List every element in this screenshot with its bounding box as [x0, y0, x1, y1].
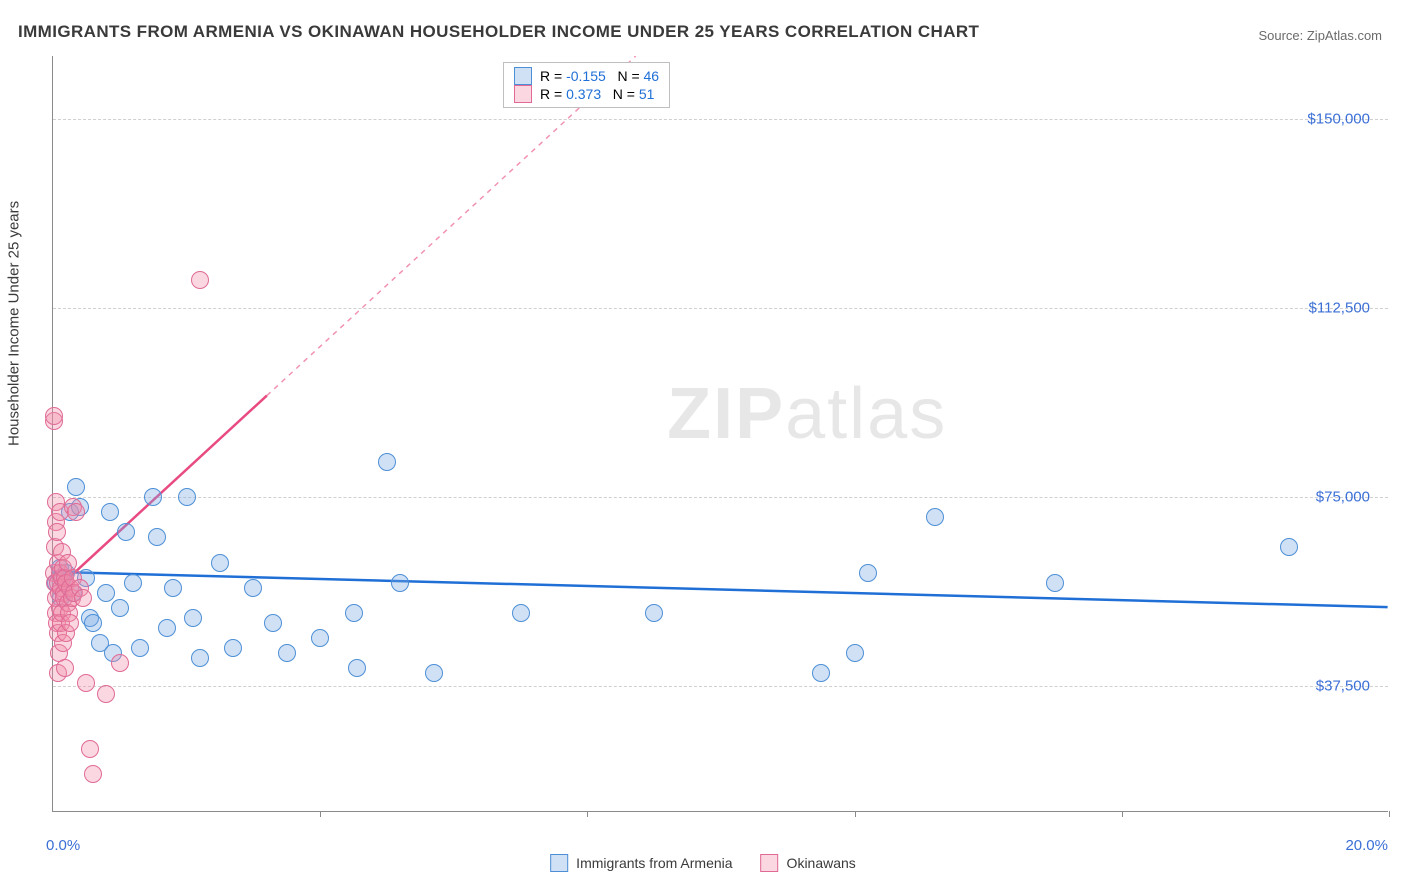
data-point: [117, 523, 135, 541]
trend-overlay: [53, 56, 1388, 811]
stats-swatch: [514, 85, 532, 103]
y-tick-label: $75,000: [1316, 489, 1370, 506]
data-point: [84, 765, 102, 783]
data-point: [45, 407, 63, 425]
data-point: [67, 503, 85, 521]
data-point: [311, 629, 329, 647]
data-point: [61, 614, 79, 632]
bottom-legend: Immigrants from Armenia Okinawans: [550, 854, 856, 872]
data-point: [158, 619, 176, 637]
y-tick-label: $37,500: [1316, 678, 1370, 695]
plot-area: ZIPatlas $37,500 $75,000 $112,500 $150,000 R…: [52, 56, 1388, 812]
data-point: [425, 664, 443, 682]
x-tick-mark: [855, 811, 856, 817]
chart-title: IMMIGRANTS FROM ARMENIA VS OKINAWAN HOUS…: [18, 22, 979, 42]
data-point: [148, 528, 166, 546]
legend-swatch-okinawans: [761, 854, 779, 872]
data-point: [97, 584, 115, 602]
legend-item-okinawans: Okinawans: [761, 854, 856, 872]
data-point: [224, 639, 242, 657]
data-point: [645, 604, 663, 622]
data-point: [264, 614, 282, 632]
gridline-h: [53, 119, 1388, 120]
gridline-h: [53, 497, 1388, 498]
data-point: [67, 478, 85, 496]
legend-swatch-armenia: [550, 854, 568, 872]
data-point: [48, 523, 66, 541]
source-label: Source: ZipAtlas.com: [1258, 28, 1382, 43]
stats-text: R = 0.373 N = 51: [540, 86, 654, 102]
data-point: [926, 508, 944, 526]
chart-container: IMMIGRANTS FROM ARMENIA VS OKINAWAN HOUS…: [0, 0, 1406, 892]
data-point: [211, 554, 229, 572]
data-point: [144, 488, 162, 506]
data-point: [812, 664, 830, 682]
legend-item-armenia: Immigrants from Armenia: [550, 854, 732, 872]
gridline-h: [53, 308, 1388, 309]
data-point: [111, 654, 129, 672]
watermark: ZIPatlas: [667, 373, 947, 455]
data-point: [191, 649, 209, 667]
data-point: [84, 614, 102, 632]
data-point: [345, 604, 363, 622]
data-point: [512, 604, 530, 622]
data-point: [77, 674, 95, 692]
x-tick-mark: [1122, 811, 1123, 817]
data-point: [101, 503, 119, 521]
x-axis-max-label: 20.0%: [1345, 837, 1388, 854]
gridline-h: [53, 686, 1388, 687]
x-tick-mark: [320, 811, 321, 817]
x-tick-mark: [587, 811, 588, 817]
y-tick-label: $150,000: [1307, 111, 1370, 128]
data-point: [131, 639, 149, 657]
data-point: [244, 579, 262, 597]
data-point: [278, 644, 296, 662]
data-point: [191, 271, 209, 289]
x-tick-mark: [1389, 811, 1390, 817]
stats-text: R = -0.155 N = 46: [540, 68, 659, 84]
stats-legend-row: R = -0.155 N = 46: [514, 67, 659, 85]
data-point: [124, 574, 142, 592]
stats-swatch: [514, 67, 532, 85]
y-tick-label: $112,500: [1309, 300, 1370, 317]
data-point: [164, 579, 182, 597]
stats-legend-row: R = 0.373 N = 51: [514, 85, 659, 103]
data-point: [846, 644, 864, 662]
data-point: [1280, 538, 1298, 556]
data-point: [391, 574, 409, 592]
data-point: [348, 659, 366, 677]
y-axis-label: Householder Income Under 25 years: [6, 201, 23, 446]
legend-label-okinawans: Okinawans: [787, 855, 856, 871]
data-point: [74, 589, 92, 607]
data-point: [1046, 574, 1064, 592]
data-point: [859, 564, 877, 582]
x-axis-min-label: 0.0%: [46, 837, 80, 854]
data-point: [378, 453, 396, 471]
data-point: [81, 740, 99, 758]
data-point: [111, 599, 129, 617]
data-point: [97, 685, 115, 703]
data-point: [184, 609, 202, 627]
stats-legend: R = -0.155 N = 46 R = 0.373 N = 51: [503, 62, 670, 108]
data-point: [178, 488, 196, 506]
data-point: [56, 659, 74, 677]
legend-label-armenia: Immigrants from Armenia: [576, 855, 732, 871]
